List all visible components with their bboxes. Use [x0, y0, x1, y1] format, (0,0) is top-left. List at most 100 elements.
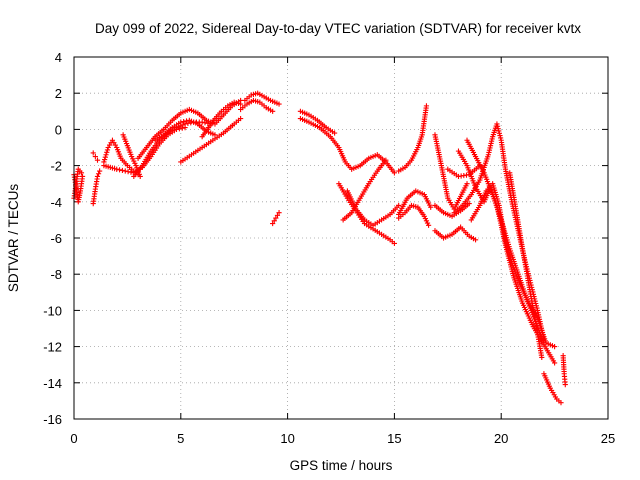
series-arc-w	[396, 188, 434, 218]
y-tick-label: -16	[43, 412, 62, 427]
y-tick-label: -8	[50, 267, 62, 282]
data-point	[79, 173, 86, 180]
data-point	[270, 220, 276, 227]
y-tick-label: 2	[55, 86, 62, 101]
data-point	[273, 215, 279, 221]
x-axis-label: GPS time / hours	[290, 458, 393, 473]
data-point	[276, 210, 282, 216]
data-point	[496, 128, 502, 134]
data-point	[552, 360, 558, 366]
data-point	[114, 166, 120, 172]
data-point	[104, 149, 110, 155]
data-point	[78, 170, 85, 176]
data-point	[95, 171, 102, 177]
series-arc-g	[120, 132, 143, 180]
data-point	[541, 340, 547, 346]
x-tick-label: 5	[177, 431, 184, 446]
data-point	[391, 170, 397, 176]
y-tick-label: -2	[50, 159, 62, 174]
data-point	[396, 202, 402, 209]
series-arc-ae	[464, 137, 547, 346]
series-arc-k	[178, 115, 244, 165]
y-tick-label: -10	[43, 303, 62, 318]
y-tick-label: -14	[43, 376, 62, 391]
data-point	[90, 150, 96, 156]
x-tick-label: 10	[280, 431, 294, 446]
data-point	[178, 119, 184, 125]
x-tick-label: 20	[494, 431, 508, 446]
data-point	[331, 130, 338, 136]
data-point	[558, 400, 564, 406]
data-point	[238, 115, 244, 122]
data-point	[94, 173, 101, 180]
data-point	[274, 212, 281, 218]
series-arc-o	[270, 210, 282, 227]
data-points	[71, 90, 568, 406]
data-point	[94, 157, 101, 163]
data-point	[464, 181, 470, 187]
data-point	[495, 126, 501, 132]
data-point	[270, 108, 276, 114]
x-tick-label: 0	[70, 431, 77, 446]
data-point	[92, 153, 98, 160]
y-tick-label: 4	[55, 50, 62, 65]
x-tick-label: 25	[601, 431, 615, 446]
data-point	[552, 344, 558, 350]
data-point	[562, 382, 568, 388]
series-arc-ag	[541, 371, 564, 406]
data-point	[466, 201, 472, 207]
data-point	[128, 169, 134, 175]
data-point	[97, 168, 103, 174]
data-point	[428, 204, 434, 210]
data-point	[494, 121, 500, 127]
data-point	[423, 103, 430, 109]
data-point	[497, 135, 504, 141]
series-arc-x	[432, 132, 470, 212]
data-point	[102, 156, 108, 163]
series-arc-t	[344, 188, 402, 228]
series-arc-m	[242, 90, 282, 107]
y-tick-label: -4	[50, 195, 62, 210]
data-point	[104, 147, 111, 153]
data-point	[103, 152, 109, 158]
data-point	[539, 354, 545, 361]
y-tick-label: -6	[50, 231, 62, 246]
data-point	[116, 167, 123, 173]
data-point	[125, 169, 131, 175]
data-point	[497, 133, 503, 139]
data-point	[199, 119, 205, 125]
data-point	[238, 101, 244, 107]
series-arc-d	[90, 150, 101, 163]
series-arc-f	[101, 124, 188, 176]
series-arc-q	[297, 115, 397, 176]
series-arc-af	[507, 170, 545, 361]
y-tick-label: -12	[43, 340, 62, 355]
data-point	[183, 118, 190, 124]
series-arc-n	[238, 97, 276, 114]
series-arc-ah	[560, 353, 568, 388]
plot-frame	[73, 56, 609, 420]
series-arc-c	[90, 168, 103, 207]
data-point	[271, 218, 277, 224]
series-arc-v	[396, 103, 430, 174]
data-point	[496, 130, 502, 136]
data-point	[472, 237, 479, 243]
x-tick-label: 15	[387, 431, 401, 446]
data-point	[181, 118, 187, 125]
series-arc-z	[432, 224, 479, 243]
data-point	[102, 154, 108, 160]
series-arc-p	[297, 108, 338, 136]
series-arc-l	[199, 99, 244, 140]
data-point	[383, 157, 389, 163]
data-point	[494, 123, 501, 129]
y-tick-label: 0	[55, 122, 62, 137]
grid	[74, 57, 608, 419]
chart-title: Day 099 of 2022, Sidereal Day-to-day VTE…	[95, 21, 581, 36]
y-axis-label: SDTVAR / TECUs	[6, 184, 21, 293]
data-point	[119, 167, 126, 174]
data-point	[276, 101, 282, 107]
data-point	[122, 168, 128, 174]
data-point	[425, 222, 432, 228]
